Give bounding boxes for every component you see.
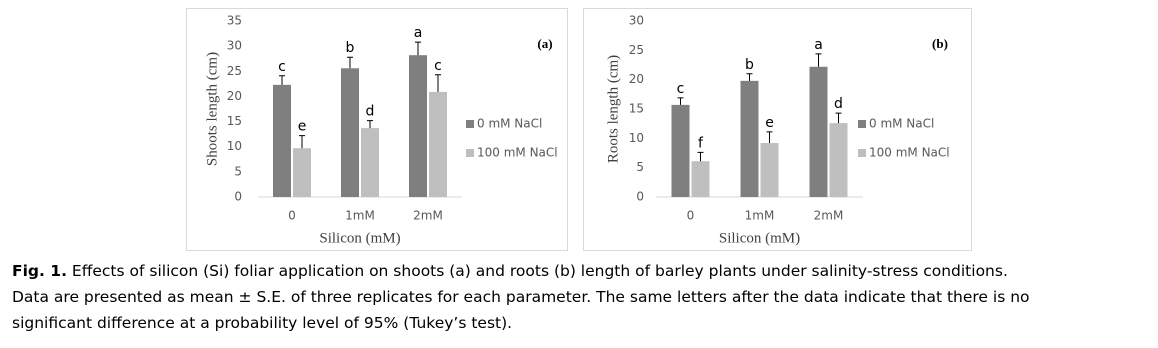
- bar: [273, 84, 291, 197]
- significance-letter: b: [346, 40, 355, 56]
- caption-line: significant difference at a probability …: [12, 314, 512, 332]
- legend-label: 100 mM NaCl: [477, 146, 558, 160]
- error-bar: [766, 131, 773, 144]
- significance-letter: c: [278, 59, 286, 75]
- error-bar: [347, 56, 353, 69]
- legend-swatch: [466, 120, 474, 128]
- error-bar: [367, 120, 373, 129]
- x-tick-label: 1mM: [745, 209, 775, 223]
- significance-letter: b: [745, 57, 754, 73]
- caption-line: Data are presented as mean ± S.E. of thr…: [12, 288, 1030, 306]
- y-tick-label: 10: [629, 131, 644, 145]
- y-tick-label: 15: [227, 114, 242, 128]
- bar: [809, 66, 828, 197]
- x-tick-label: 0: [288, 209, 296, 223]
- bar: [691, 161, 710, 197]
- bar: [429, 91, 447, 197]
- bar: [829, 123, 848, 197]
- y-tick-label: 15: [629, 102, 644, 116]
- x-tick-label: 2mM: [814, 209, 844, 223]
- significance-letter: f: [698, 135, 704, 151]
- bar: [760, 143, 779, 197]
- panel-frame: [583, 8, 972, 251]
- error-bar: [415, 41, 421, 56]
- error-bar: [697, 151, 704, 162]
- y-tick-label: 35: [227, 14, 242, 28]
- y-tick-label: 5: [636, 160, 644, 174]
- bar: [409, 55, 427, 197]
- x-tick-label: 1mM: [345, 209, 375, 223]
- y-tick-label: 0: [234, 190, 242, 204]
- caption-label: Fig. 1.: [12, 262, 67, 280]
- significance-letter: a: [414, 25, 423, 41]
- legend-label: 0 mM NaCl: [869, 117, 934, 131]
- y-tick-label: 30: [227, 39, 242, 53]
- y-tick-label: 10: [227, 139, 242, 153]
- bar: [361, 128, 379, 197]
- bar: [740, 80, 759, 197]
- x-tick-label: 0: [687, 209, 695, 223]
- bar: [293, 148, 311, 197]
- caption-line: Fig. 1. Effects of silicon (Si) foliar a…: [12, 262, 1008, 280]
- y-tick-label: 30: [629, 14, 644, 28]
- significance-letter: e: [765, 115, 774, 131]
- bar: [341, 68, 359, 197]
- significance-letter: c: [434, 58, 442, 74]
- error-bar: [815, 53, 822, 67]
- significance-letter: d: [834, 96, 843, 112]
- y-tick-label: 25: [629, 43, 644, 57]
- x-tick-label: 2mM: [413, 209, 443, 223]
- caption-text: Effects of silicon (Si) foliar applicati…: [72, 262, 1008, 280]
- legend-label: 0 mM NaCl: [477, 117, 542, 131]
- legend-swatch: [858, 149, 866, 157]
- significance-letter: a: [814, 37, 823, 53]
- error-bar: [435, 74, 441, 92]
- error-bar: [279, 75, 285, 85]
- error-bar: [746, 73, 753, 81]
- x-axis-title: Silicon (mM): [719, 230, 800, 246]
- y-tick-label: 5: [234, 164, 242, 178]
- error-bar: [835, 112, 842, 124]
- significance-letter: d: [366, 104, 375, 120]
- y-axis-title: Roots length (cm): [605, 55, 621, 163]
- error-bar: [299, 135, 305, 149]
- error-bar: [677, 97, 684, 105]
- significance-letter: c: [677, 81, 685, 97]
- y-tick-label: 25: [227, 64, 242, 78]
- y-tick-label: 0: [636, 190, 644, 204]
- chart-title: (a): [537, 36, 552, 51]
- significance-letter: e: [298, 119, 307, 135]
- x-axis-title: Silicon (mM): [319, 230, 400, 246]
- y-tick-label: 20: [629, 72, 644, 86]
- bar: [671, 104, 690, 197]
- panel-frame: [186, 8, 568, 251]
- y-tick-label: 20: [227, 89, 242, 103]
- chart-title: (b): [932, 36, 948, 51]
- legend-swatch: [466, 149, 474, 157]
- y-axis-title: Shoots length (cm): [204, 52, 220, 166]
- legend-swatch: [858, 120, 866, 128]
- legend-label: 100 mM NaCl: [869, 146, 950, 160]
